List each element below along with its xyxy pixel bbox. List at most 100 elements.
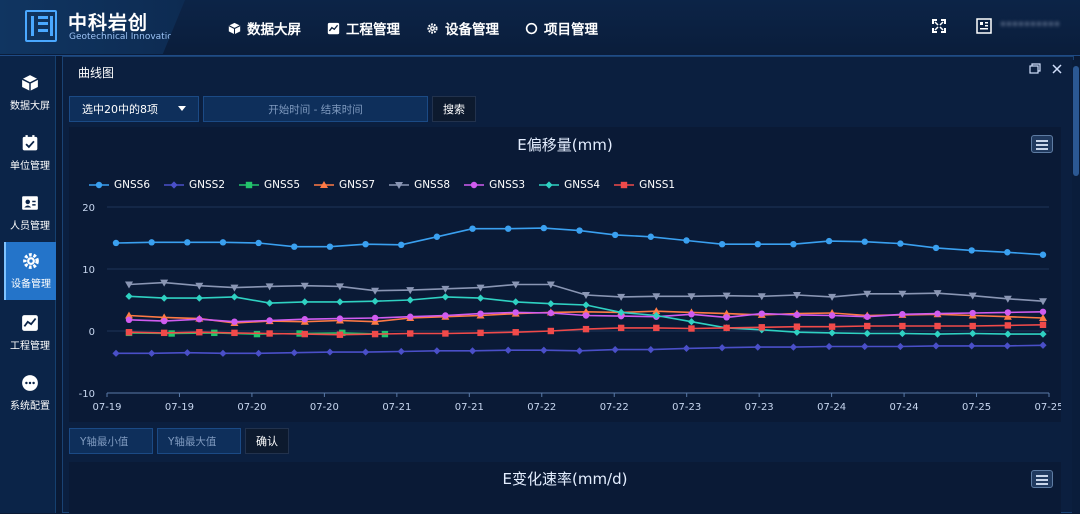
series-gnss6-point[interactable] [754, 241, 761, 248]
y-min-input[interactable]: Y轴最小值 [69, 428, 153, 454]
legend-item-gnss8[interactable]: GNSS8 [389, 179, 450, 191]
series-gnss2-point[interactable] [540, 346, 548, 354]
series-gnss6-point[interactable] [718, 241, 726, 248]
series-gnss4-point[interactable] [160, 294, 168, 302]
sidebar-item-engineering[interactable]: 工程管理 [4, 304, 56, 362]
series-gnss1-point[interactable] [160, 329, 168, 337]
legend-item-gnss3[interactable]: GNSS3 [464, 179, 525, 191]
series-gnss8-point[interactable] [722, 292, 731, 300]
series-gnss2-point[interactable] [861, 342, 869, 351]
series-gnss4-point[interactable] [441, 293, 449, 301]
device-select[interactable]: 选中20中的8项 [69, 96, 199, 122]
series-gnss2-point[interactable] [968, 342, 976, 350]
series-gnss3-point[interactable] [723, 314, 730, 321]
series-gnss6-point[interactable] [897, 240, 904, 247]
series-gnss8-point[interactable] [933, 290, 942, 298]
legend-item-gnss1[interactable]: GNSS1 [614, 179, 675, 191]
series-gnss6-point[interactable] [219, 239, 227, 246]
series-gnss6-point[interactable] [291, 243, 298, 250]
series-gnss4-point[interactable] [195, 294, 203, 302]
series-gnss8-point[interactable] [792, 292, 801, 300]
series-gnss1-point[interactable] [828, 323, 836, 330]
series-gnss7-point[interactable] [371, 317, 380, 325]
series-gnss3-point[interactable] [1039, 308, 1047, 315]
series-gnss3-point[interactable] [160, 317, 168, 325]
series-gnss4-point[interactable] [582, 301, 590, 309]
sidebar-item-personnel[interactable]: 人员管理 [4, 184, 56, 242]
series-gnss8-point[interactable] [617, 293, 626, 301]
series-gnss2-point[interactable] [326, 348, 334, 356]
series-gnss3-point[interactable] [371, 314, 379, 322]
series-gnss4-point[interactable] [336, 298, 344, 306]
series-gnss8-point[interactable] [828, 293, 837, 301]
legend-item-gnss7[interactable]: GNSS7 [314, 179, 375, 191]
series-gnss4-point[interactable] [828, 329, 836, 337]
series-gnss3-point[interactable] [617, 312, 625, 320]
page-scrollbar[interactable] [1072, 60, 1080, 513]
series-gnss6-point[interactable] [362, 241, 369, 248]
y-max-input[interactable]: Y轴最大值 [157, 428, 241, 454]
scroll-thumb[interactable] [1073, 66, 1079, 176]
series-gnss3-point[interactable] [231, 318, 238, 325]
series-gnss6-point[interactable] [504, 225, 512, 232]
series-gnss4-point[interactable] [687, 318, 696, 326]
series-gnss2-point[interactable] [219, 349, 227, 357]
series-gnss3-point[interactable] [547, 309, 555, 317]
series-gnss4-point[interactable] [371, 297, 379, 305]
series-gnss1-point[interactable] [864, 322, 871, 330]
series-gnss1-point[interactable] [301, 330, 308, 338]
series-gnss8-point[interactable] [546, 281, 555, 289]
series-gnss6-point[interactable] [1004, 249, 1011, 256]
series-gnss8-point[interactable] [1003, 295, 1012, 303]
legend-item-gnss2[interactable]: GNSS2 [164, 179, 225, 191]
series-gnss3-point[interactable] [301, 316, 308, 323]
close-icon[interactable] [1051, 63, 1063, 75]
series-gnss2-point[interactable] [1003, 342, 1011, 350]
series-gnss6-point[interactable] [825, 237, 833, 245]
series-gnss4-point[interactable] [1004, 330, 1012, 338]
series-gnss2-point[interactable] [1039, 341, 1047, 349]
series-gnss1-point[interactable] [758, 324, 765, 331]
sidebar-item-device[interactable]: 设备管理 [4, 242, 56, 300]
series-gnss8-point[interactable] [968, 292, 977, 300]
series-gnss4-point[interactable] [125, 292, 133, 300]
sidebar-item-system[interactable]: 系统配置 [4, 364, 56, 422]
series-gnss8-point[interactable] [265, 283, 274, 291]
series-gnss8-point[interactable] [476, 284, 485, 292]
series-gnss4-point[interactable] [512, 298, 520, 306]
series-gnss6-point[interactable] [647, 233, 655, 240]
series-gnss8-point[interactable] [652, 293, 661, 301]
series-gnss4-point[interactable] [406, 296, 414, 304]
restore-icon[interactable] [1029, 63, 1041, 75]
series-gnss2-point[interactable] [183, 349, 191, 357]
nav-project[interactable]: 项目管理 [525, 18, 598, 38]
series-gnss8-point[interactable] [335, 283, 344, 291]
series-gnss4-point[interactable] [793, 328, 801, 336]
series-gnss2-point[interactable] [290, 349, 298, 357]
series-gnss8-point[interactable] [160, 279, 169, 287]
series-gnss1-point[interactable] [266, 330, 273, 337]
series-gnss4-point[interactable] [301, 298, 309, 306]
series-gnss3-point[interactable] [758, 310, 765, 317]
sidebar-item-data-screen[interactable]: 数据大屏 [4, 64, 56, 122]
series-gnss4-point[interactable] [547, 300, 555, 308]
fullscreen-icon[interactable] [932, 19, 946, 33]
series-gnss2-point[interactable] [611, 346, 619, 354]
series-gnss6-point[interactable] [433, 233, 441, 240]
series-gnss6-point[interactable] [255, 239, 262, 247]
series-gnss2-point[interactable] [255, 349, 263, 357]
series-gnss2-point[interactable] [825, 342, 833, 351]
series-gnss4-point[interactable] [933, 330, 942, 338]
nav-engineering[interactable]: 工程管理 [327, 18, 400, 38]
series-gnss1-point[interactable] [934, 322, 941, 330]
series-gnss8-point[interactable] [1039, 298, 1047, 306]
nav-device[interactable]: 设备管理 [426, 18, 499, 38]
series-gnss2-point[interactable] [468, 347, 477, 355]
series-gnss6-point[interactable] [326, 243, 334, 250]
series-gnss7-point[interactable] [1039, 313, 1047, 321]
series-gnss6-point[interactable] [1039, 251, 1047, 258]
series-gnss8-point[interactable] [441, 285, 450, 293]
series-gnss1-point[interactable] [1039, 321, 1047, 328]
legend-item-gnss5[interactable]: GNSS5 [239, 179, 300, 191]
series-gnss7-point[interactable] [125, 311, 133, 319]
